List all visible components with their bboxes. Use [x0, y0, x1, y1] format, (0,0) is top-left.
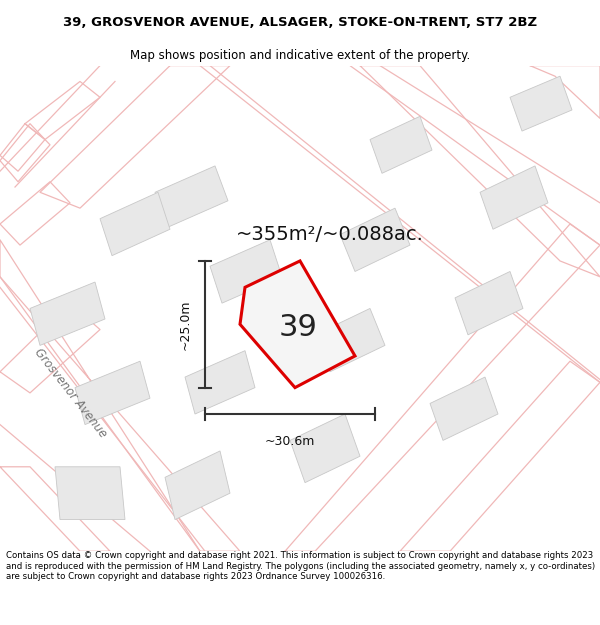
Text: ~30.6m: ~30.6m	[265, 435, 315, 448]
Polygon shape	[55, 467, 125, 519]
Polygon shape	[165, 451, 230, 519]
Polygon shape	[30, 282, 105, 346]
Polygon shape	[480, 166, 548, 229]
Polygon shape	[510, 76, 572, 131]
Polygon shape	[240, 261, 355, 388]
Text: 39: 39	[278, 313, 317, 342]
Polygon shape	[290, 414, 360, 482]
Polygon shape	[340, 208, 410, 271]
Polygon shape	[155, 166, 228, 227]
Polygon shape	[185, 351, 255, 414]
Polygon shape	[315, 308, 385, 372]
Text: Grosvenor Avenue: Grosvenor Avenue	[31, 346, 109, 440]
Polygon shape	[430, 377, 498, 441]
Polygon shape	[210, 240, 282, 303]
Text: Contains OS data © Crown copyright and database right 2021. This information is : Contains OS data © Crown copyright and d…	[6, 551, 595, 581]
Polygon shape	[370, 116, 432, 173]
Polygon shape	[75, 361, 150, 424]
Text: Map shows position and indicative extent of the property.: Map shows position and indicative extent…	[130, 49, 470, 62]
Text: ~355m²/~0.088ac.: ~355m²/~0.088ac.	[236, 225, 424, 244]
Polygon shape	[455, 271, 523, 335]
Text: ~25.0m: ~25.0m	[179, 299, 192, 349]
Text: 39, GROSVENOR AVENUE, ALSAGER, STOKE-ON-TRENT, ST7 2BZ: 39, GROSVENOR AVENUE, ALSAGER, STOKE-ON-…	[63, 16, 537, 29]
Polygon shape	[100, 192, 170, 256]
